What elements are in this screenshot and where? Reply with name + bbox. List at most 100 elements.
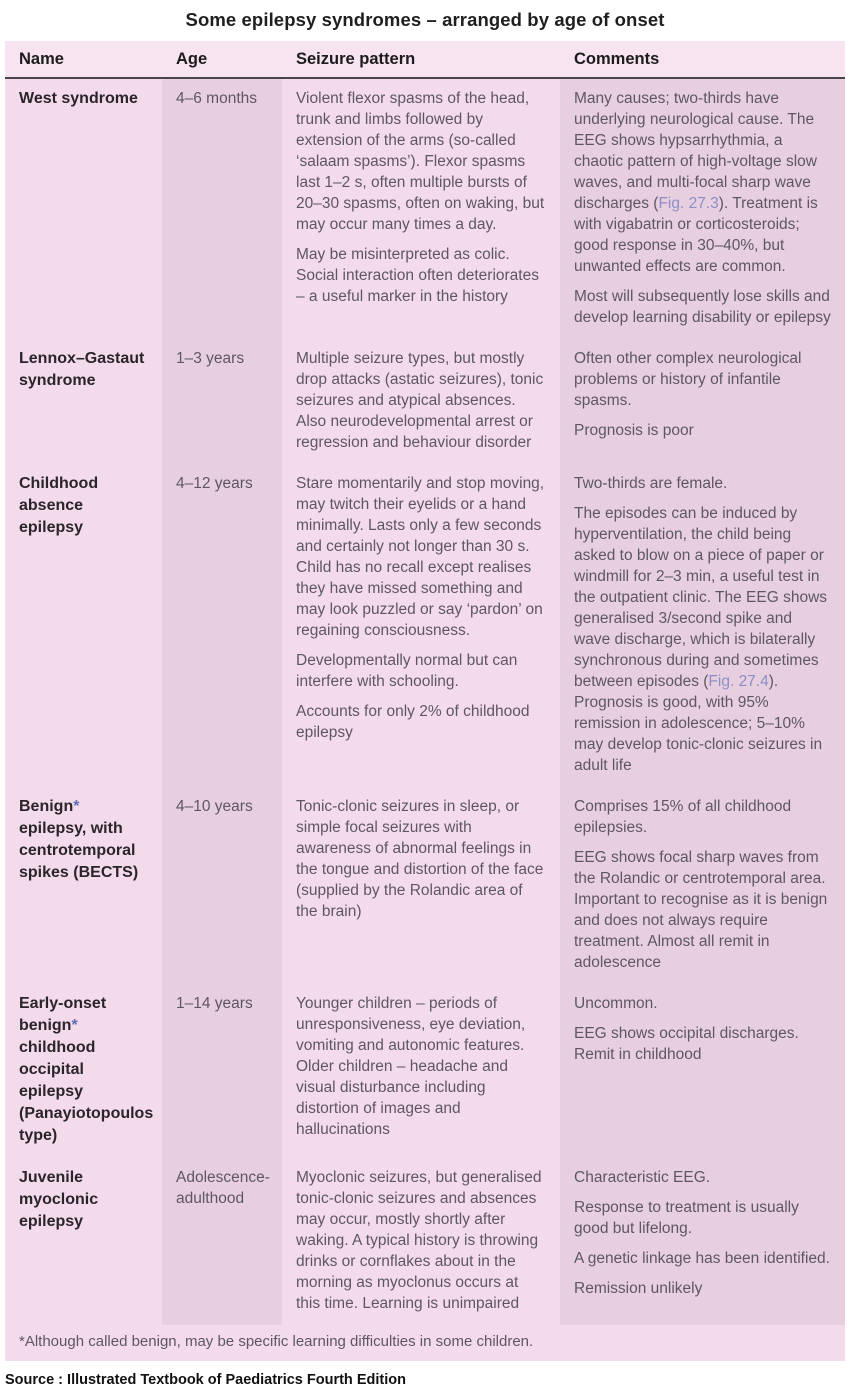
text-segment: Multiple seizure types, but mostly drop …	[296, 350, 544, 451]
paragraph: Adolescence-adulthood	[176, 1167, 270, 1209]
text-segment: Juvenile myoclonic epilepsy	[19, 1169, 99, 1230]
text-segment: Many causes; two-thirds have underlying …	[574, 90, 817, 212]
text-segment: Stare momentarily and stop moving, may t…	[296, 475, 545, 639]
text-segment: Comprises 15% of all childhood epilepsie…	[574, 798, 792, 836]
paragraph: Early-onset benign* childhood occipital …	[19, 993, 153, 1147]
paragraph: Lennox–Gastaut syndrome	[19, 348, 148, 392]
source-attribution: Source : Illustrated Textbook of Paediat…	[5, 1372, 406, 1388]
column-header-comments: Comments	[574, 50, 660, 68]
asterisk-marker: *	[73, 798, 80, 815]
text-segment: Developmentally normal but can interfere…	[296, 652, 518, 690]
cell-age: 1–14 years	[162, 984, 282, 1158]
paragraph: Uncommon.	[574, 993, 831, 1014]
cell-age: 1–3 years	[162, 339, 282, 464]
text-segment: Most will subsequently lose skills and d…	[574, 288, 831, 326]
paragraph: EEG shows occipital discharges. Remit in…	[574, 1023, 831, 1065]
paragraph: Two-thirds are female.	[574, 473, 831, 494]
cell-comments: Often other complex neurological problem…	[560, 339, 845, 464]
text-segment: Characteristic EEG.	[574, 1169, 711, 1186]
text-segment: ). Prognosis is good, with 95% remission…	[574, 673, 823, 774]
text-segment: 1–3 years	[176, 350, 245, 367]
cell-name: Juvenile myoclonic epilepsy	[5, 1158, 162, 1325]
text-segment: Childhood absence epilepsy	[19, 475, 99, 536]
paragraph: Developmentally normal but can interfere…	[296, 650, 546, 692]
text-segment: Remission unlikely	[574, 1280, 703, 1297]
paragraph: Childhood absence epilepsy	[19, 473, 148, 539]
paragraph: Multiple seizure types, but mostly drop …	[296, 348, 546, 453]
paragraph: 1–14 years	[176, 993, 268, 1014]
text-segment: ). Treatment is with vigabatrin or corti…	[574, 195, 818, 275]
table-row: Benign* epilepsy, with centrotemporal sp…	[5, 787, 845, 984]
cell-name: Lennox–Gastaut syndrome	[5, 339, 162, 464]
paragraph: 4–6 months	[176, 88, 268, 109]
text-segment: Younger children – periods of unresponsi…	[296, 995, 526, 1138]
text-segment: Two-thirds are female.	[574, 475, 728, 492]
text-segment: 4–6 months	[176, 90, 257, 107]
text-segment: epilepsy, with centrotemporal spikes (BE…	[19, 820, 139, 881]
paragraph: Often other complex neurological problem…	[574, 348, 831, 411]
cell-comments: Many causes; two-thirds have underlying …	[560, 79, 845, 339]
cell-age: Adolescence-adulthood	[162, 1158, 282, 1325]
paragraph: A genetic linkage has been identified.	[574, 1248, 831, 1269]
cell-age: 4–6 months	[162, 79, 282, 339]
cell-comments: Two-thirds are female. The episodes can b…	[560, 464, 845, 787]
paragraph: West syndrome	[19, 88, 148, 110]
paragraph: Most will subsequently lose skills and d…	[574, 286, 831, 328]
cell-name: Early-onset benign* childhood occipital …	[5, 984, 162, 1158]
text-segment: 4–12 years	[176, 475, 253, 492]
text-segment: West syndrome	[19, 90, 138, 107]
cell-comments: Uncommon. EEG shows occipital discharges.…	[560, 984, 845, 1158]
text-segment: 4–10 years	[176, 798, 253, 815]
cell-name: West syndrome	[5, 79, 162, 339]
paragraph: Violent flexor spasms of the head, trunk…	[296, 88, 546, 235]
cell-comments: Comprises 15% of all childhood epilepsie…	[560, 787, 845, 984]
text-segment: Response to treatment is usually good bu…	[574, 1199, 799, 1237]
paragraph: Characteristic EEG.	[574, 1167, 831, 1188]
column-header-name: Name	[19, 50, 64, 68]
table-row: Childhood absence epilepsy 4–12 years Star…	[5, 464, 845, 787]
text-segment: EEG shows occipital discharges. Remit in…	[574, 1025, 799, 1063]
text-segment: Violent flexor spasms of the head, trunk…	[296, 90, 545, 233]
paragraph: Remission unlikely	[574, 1278, 831, 1299]
column-header-age: Age	[176, 50, 208, 68]
table-body: West syndrome 4–6 months Violent flexor sp…	[5, 79, 845, 1325]
cell-name: Benign* epilepsy, with centrotemporal sp…	[5, 787, 162, 984]
table-row: Lennox–Gastaut syndrome 1–3 years Multiple…	[5, 339, 845, 464]
paragraph: Stare momentarily and stop moving, may t…	[296, 473, 546, 641]
column-header-seizure-pattern: Seizure pattern	[296, 50, 416, 68]
cell-seizure-pattern: Stare momentarily and stop moving, may t…	[282, 464, 560, 787]
text-segment: Myoclonic seizures, but generalised toni…	[296, 1169, 542, 1312]
paragraph: Myoclonic seizures, but generalised toni…	[296, 1167, 546, 1314]
paragraph: Tonic-clonic seizures in sleep, or simpl…	[296, 796, 546, 922]
paragraph: Prognosis is poor	[574, 420, 831, 441]
text-segment: May be misinterpreted as colic. Social i…	[296, 246, 539, 305]
cell-comments: Characteristic EEG. Response to treatment…	[560, 1158, 845, 1325]
text-segment: Tonic-clonic seizures in sleep, or simpl…	[296, 798, 544, 920]
table-row: Early-onset benign* childhood occipital …	[5, 984, 845, 1158]
paragraph: Many causes; two-thirds have underlying …	[574, 88, 831, 277]
table-header-row: Name Age Seizure pattern Comments	[5, 41, 845, 79]
paragraph: Comprises 15% of all childhood epilepsie…	[574, 796, 831, 838]
text-segment: A genetic linkage has been identified.	[574, 1250, 830, 1267]
text-segment: The episodes can be induced by hypervent…	[574, 505, 828, 690]
paragraph: 1–3 years	[176, 348, 268, 369]
cell-age: 4–12 years	[162, 464, 282, 787]
figure-reference: Fig. 27.4	[708, 673, 769, 690]
paragraph: Younger children – periods of unresponsi…	[296, 993, 546, 1140]
page-title: Some epilepsy syndromes – arranged by ag…	[185, 9, 665, 30]
paragraph: 4–10 years	[176, 796, 268, 817]
paragraph: The episodes can be induced by hypervent…	[574, 503, 831, 776]
text-segment: Uncommon.	[574, 995, 658, 1012]
cell-seizure-pattern: Multiple seizure types, but mostly drop …	[282, 339, 560, 464]
asterisk-marker: *	[71, 1017, 78, 1034]
cell-age: 4–10 years	[162, 787, 282, 984]
figure-reference: Fig. 27.3	[658, 195, 719, 212]
text-segment: Lennox–Gastaut syndrome	[19, 350, 145, 389]
text-segment: EEG shows focal sharp waves from the Rol…	[574, 849, 828, 971]
text-segment: Often other complex neurological problem…	[574, 350, 802, 409]
table-row: Juvenile myoclonic epilepsy Adolescence-a…	[5, 1158, 845, 1325]
cell-seizure-pattern: Younger children – periods of unresponsi…	[282, 984, 560, 1158]
table-footnote: *Although called benign, may be specific…	[5, 1325, 845, 1361]
paragraph: Juvenile myoclonic epilepsy	[19, 1167, 148, 1233]
